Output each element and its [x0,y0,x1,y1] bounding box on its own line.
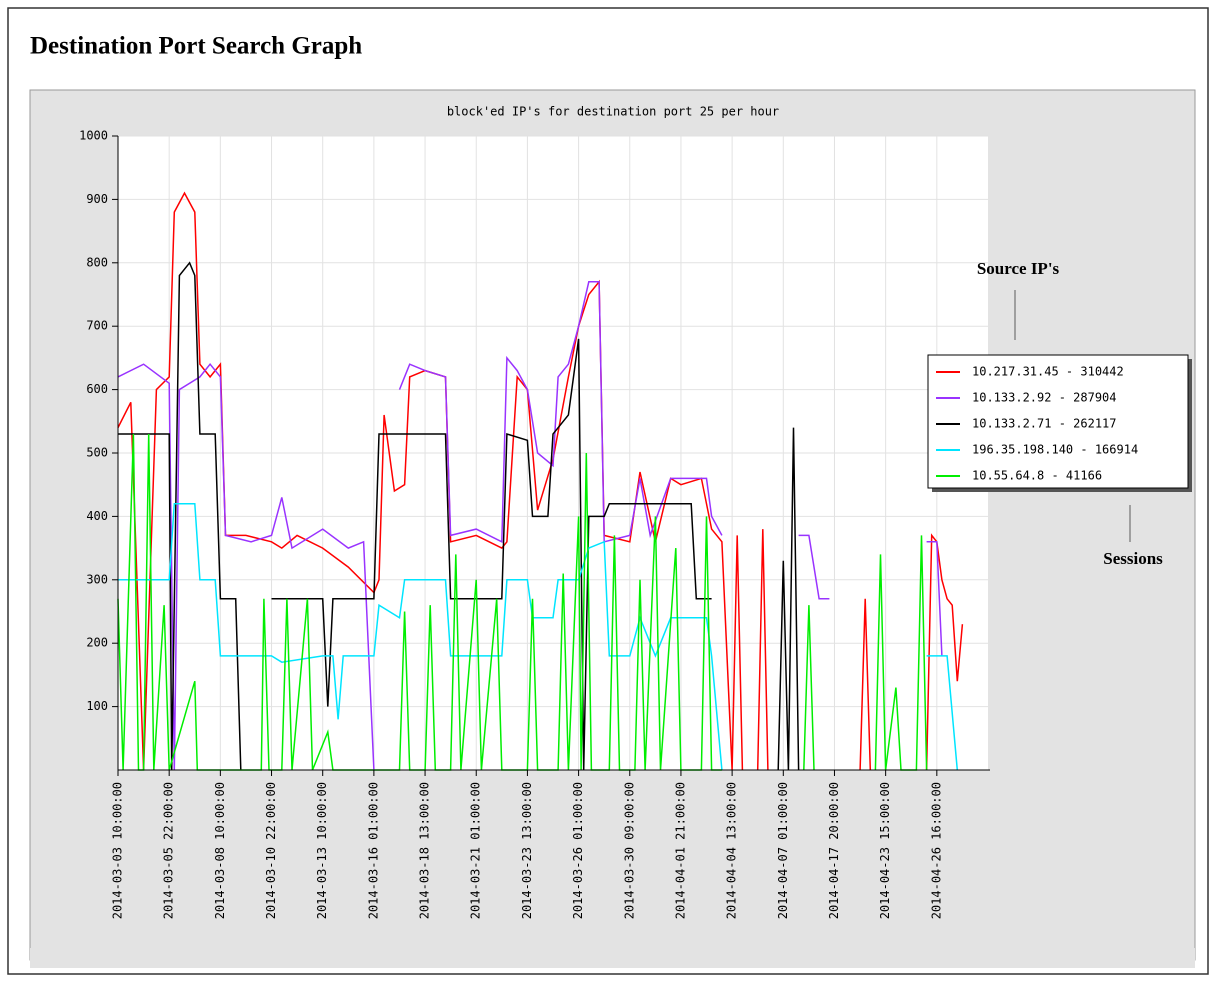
series-line [117,281,943,771]
x-tick-label: 2014-03-18 13:00:00 [418,782,432,919]
annotation: Source IP's [977,259,1060,278]
axes: 100 200 300 400 500 600 700 800 900 1000 2014-03-0… [79,129,943,920]
y-tick-label: 800 [86,255,108,269]
legend-label: 196.35.198.140 - 166914 [972,443,1138,457]
x-tick-label: 2014-04-17 20:00:00 [827,782,841,919]
legend-label: 10.217.31.45 - 310442 [972,365,1124,379]
y-tick-label: 900 [86,192,108,206]
legend-label: 10.133.2.71 - 262117 [972,417,1117,431]
y-tick-label: 1000 [79,129,108,143]
x-tick-label: 2014-04-01 21:00:00 [673,782,687,919]
legend [927,354,1189,489]
y-tick-label: 300 [86,572,108,586]
x-tick-label: 2014-03-10 22:00:00 [264,782,278,919]
x-tick-label: 2014-04-07 01:00:00 [776,782,790,919]
x-tick-label: 2014-04-23 15:00:00 [878,782,892,919]
y-tick-label: 500 [86,446,108,460]
legend-label: 10.133.2.92 - 287904 [972,391,1117,405]
legend-label: 10.55.64.8 - 41166 [972,469,1102,483]
grid [117,135,988,770]
annotation: Sessions [1103,549,1163,568]
x-tick-label: 2014-04-04 13:00:00 [725,782,739,919]
x-tick-label: 2014-03-05 22:00:00 [162,782,176,919]
x-tick-label: 2014-03-08 10:00:00 [213,782,227,919]
panel-foot [30,948,1195,968]
x-tick-label: 2014-03-23 13:00:00 [520,782,534,919]
lines [117,191,964,771]
y-tick-label: 200 [86,636,108,650]
y-tick-label: 400 [86,509,108,523]
x-tick-label: 2014-03-13 10:00:00 [315,782,329,919]
x-tick-label: 2014-03-16 01:00:00 [366,782,380,919]
chart-title: block'ed IP's for destination port 25 pe… [447,105,779,119]
legend-items: 10.217.31.45 - 310442 10.133.2.92 - 28790… [936,365,1138,483]
x-tick-label: 2014-03-21 01:00:00 [469,782,483,919]
y-tick-label: 600 [86,382,108,396]
x-tick-label: 2014-03-26 01:00:00 [571,782,585,919]
x-tick-label: 2014-03-03 10:00:00 [111,782,125,919]
series-line [117,433,928,771]
series-line [118,502,959,771]
y-tick-label: 700 [86,319,108,333]
page-title: Destination Port Search Graph [30,33,362,60]
x-tick-label: 2014-03-30 09:00:00 [622,782,636,919]
y-tick-label: 100 [86,699,108,713]
x-tick-label: 2014-04-26 16:00:00 [929,782,943,919]
